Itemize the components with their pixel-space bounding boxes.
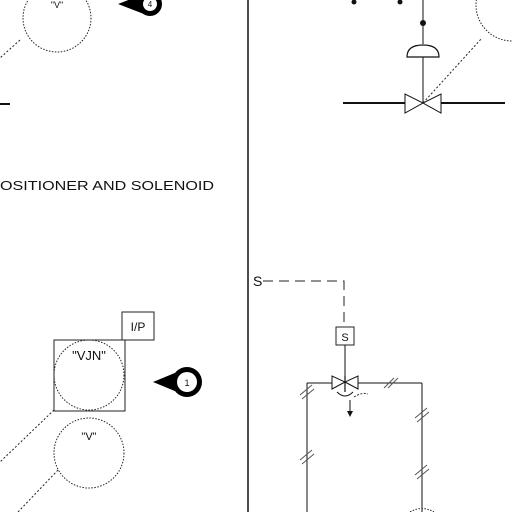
signal-dot (397, 0, 403, 5)
solenoid-signal-line (263, 280, 345, 327)
vent-curve (353, 392, 369, 398)
svg-text:4: 4 (148, 0, 153, 9)
svg-text:1: 1 (184, 378, 189, 388)
positioner-box (121, 311, 155, 341)
lower-right-panel: S S (253, 273, 435, 512)
bottom-bubble-top (409, 508, 435, 512)
section-caption: OSITIONER AND SOLENOID (0, 178, 214, 193)
marker-arrow-top: 4 (118, 0, 162, 16)
vjn-bubble (53, 339, 125, 411)
control-valve-body (404, 93, 442, 114)
instrument-bubble-top-right (475, 0, 512, 42)
vent-arrow-head (347, 411, 353, 417)
dashed-signal-line (0, 39, 21, 59)
signal-dot (351, 0, 357, 5)
solenoid-signal-label: S (253, 273, 262, 289)
upper-left-panel: "V" 4 (0, 0, 162, 105)
solenoid-box-label: S (341, 332, 348, 344)
instrument-bubble-top-left-label: "V" (51, 0, 63, 10)
pneumatic-hash-marks (299, 377, 430, 480)
dashed-signal-line (17, 469, 59, 512)
marker-arrow-right: 1 (153, 367, 202, 397)
lower-instrument-bubble-label: "V" (81, 431, 96, 443)
vjn-bubble-label: "VJN" (72, 348, 106, 363)
dashed-signal-line (422, 37, 483, 104)
dashed-signal-line (0, 409, 55, 463)
lower-instrument-bubble (53, 417, 125, 489)
positioner-box-label: I/P (131, 320, 146, 334)
vent-arc (336, 391, 354, 397)
instrument-bubble-top-left (22, 0, 92, 53)
lower-left-panel: I/P "VJN" "V" 1 (0, 311, 202, 512)
diaphragm-actuator (406, 44, 440, 58)
upper-right-panel (343, 0, 512, 114)
